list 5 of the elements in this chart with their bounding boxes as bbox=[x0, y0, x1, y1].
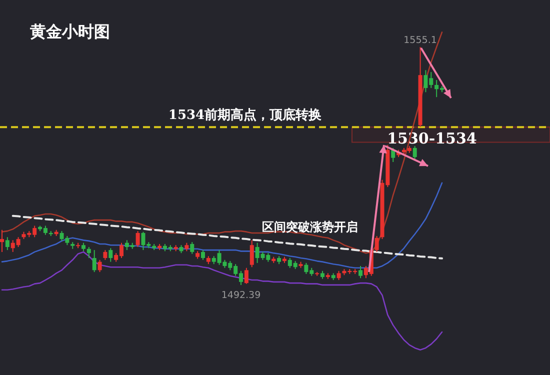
annotation: 1555.1 bbox=[404, 35, 437, 46]
annotation: 1492.39 bbox=[221, 290, 261, 301]
annotation: 区间突破涨势开启 bbox=[262, 220, 358, 234]
ref-label: 1534前期高点，顶底转换 bbox=[168, 108, 322, 124]
title: 黄金小时图 bbox=[30, 22, 110, 41]
